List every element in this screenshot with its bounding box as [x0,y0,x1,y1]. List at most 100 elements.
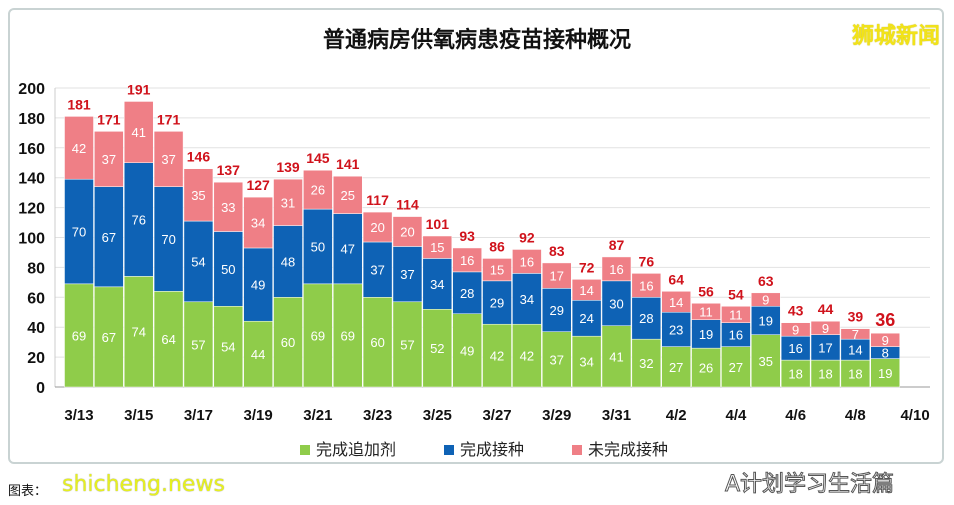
credit: 图表： [8,484,48,499]
total-label: 36 [875,310,895,330]
bar-segment-incomplete [482,258,512,282]
bar-segment-completed [422,258,453,310]
data-label: 52 [430,341,444,356]
x-tick-label: 3/19 [244,407,273,424]
bar-segment-booster [631,338,662,388]
data-label: 25 [341,188,355,203]
bar-segment-incomplete [751,292,781,307]
bar-segment-booster [183,301,214,388]
data-label: 18 [818,367,832,382]
bar-segment-incomplete [870,332,900,347]
bar-segment-incomplete [452,247,482,273]
legend-swatch [300,445,310,455]
x-tick-label: 4/2 [666,407,687,424]
data-label: 11 [729,307,743,322]
site-watermark: shicheng.news [62,472,225,497]
data-label: 17 [818,340,832,355]
y-tick-label: 140 [18,171,45,188]
x-tick-label: 3/29 [542,407,571,424]
data-label: 16 [639,278,653,293]
data-label: 64 [161,332,175,347]
x-tick-label: 3/21 [303,407,332,424]
data-label: 11 [699,305,713,320]
legend-item: 完成接种 [444,436,524,460]
data-label: 42 [72,141,86,156]
legend-swatch [572,445,583,455]
bar-segment-incomplete [721,306,751,323]
data-label: 35 [191,188,205,203]
data-label: 31 [281,195,295,210]
data-label: 60 [370,335,384,350]
bar-segment-booster [751,334,781,388]
data-label: 76 [131,213,145,228]
total-label: 86 [489,238,505,254]
bar-segment-booster [721,346,751,388]
legend-item: 未完成接种 [572,436,668,460]
data-label: 37 [102,152,116,167]
data-label: 34 [579,355,593,370]
bar-segment-completed [183,220,214,303]
bar-segment-incomplete [243,196,273,249]
data-label: 29 [550,303,564,318]
data-label: 50 [221,262,235,277]
data-label: 16 [520,254,534,269]
bar-segment-completed [482,280,512,325]
data-label: 69 [72,328,86,343]
data-label: 42 [520,349,534,364]
data-label: 8 [882,346,889,361]
x-tick-label: 3/13 [64,407,93,424]
bar-segment-booster [512,323,542,388]
bar-segment-booster [94,286,124,388]
data-label: 27 [729,360,743,375]
bar-segment-booster [452,313,482,388]
bar-segment-incomplete [542,262,572,289]
bar-segment-completed [123,162,154,277]
x-tick-label: 3/17 [184,407,213,424]
bar-segment-completed [512,273,542,325]
data-label: 19 [878,366,892,381]
bar-segment-incomplete [332,175,363,214]
bar-segment-completed [542,288,572,332]
bar-segment-booster [661,346,691,388]
y-tick-label: 20 [27,350,45,367]
total-label: 146 [187,149,211,165]
bar-segment-incomplete [810,320,841,335]
data-label: 37 [400,267,414,282]
data-label: 26 [699,361,713,376]
data-label: 37 [161,152,175,167]
bar-segment-incomplete [213,181,244,232]
bar-segment-incomplete [362,211,393,243]
x-tick-label: 3/23 [363,407,392,424]
data-label: 19 [699,327,713,342]
bar-segment-completed [332,213,363,285]
bar-segment-incomplete [661,291,691,313]
y-tick-label: 160 [18,141,45,158]
bar-segment-booster [303,283,333,388]
bar-segment-incomplete [392,216,423,247]
bar-segment-booster [571,335,602,388]
total-label: 171 [97,111,121,127]
data-label: 50 [311,239,325,254]
data-label: 34 [430,277,444,292]
y-tick-label: 40 [27,320,45,337]
data-label: 48 [281,254,295,269]
bar-segment-completed [94,186,124,288]
data-label: 14 [579,283,593,298]
data-label: 14 [669,295,683,310]
total-label: 127 [246,177,270,193]
data-label: 34 [520,292,534,307]
total-label: 117 [366,192,389,208]
bar-segment-completed [661,312,691,347]
bar-segment-booster [542,331,572,388]
bar-segment-booster [123,276,154,388]
data-label: 29 [490,296,504,311]
bar-segment-booster [840,359,871,388]
data-label: 54 [191,254,205,269]
bar-segment-booster [213,306,244,388]
bar-segment-incomplete [422,235,453,259]
total-label: 139 [276,159,300,175]
data-label: 69 [341,328,355,343]
total-label: 93 [459,228,475,244]
data-label: 41 [609,349,623,364]
data-label: 44 [251,347,265,362]
